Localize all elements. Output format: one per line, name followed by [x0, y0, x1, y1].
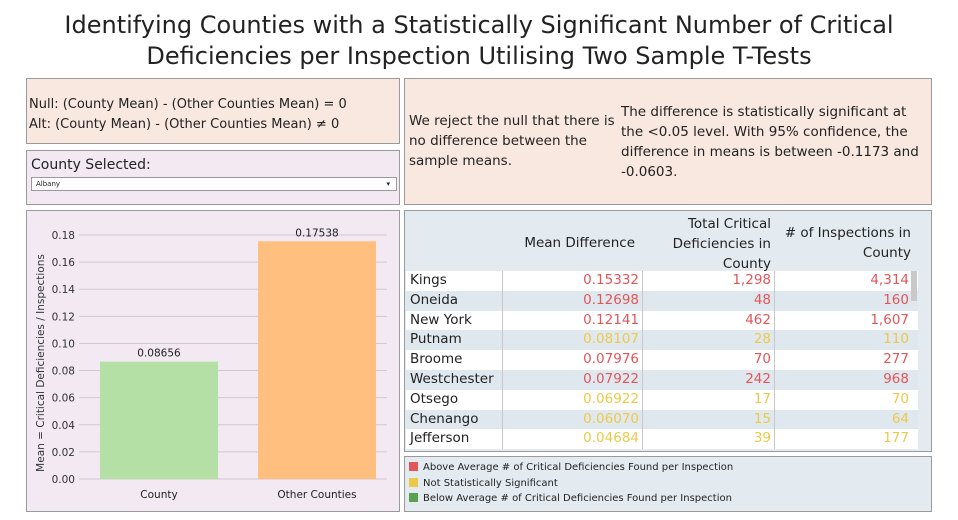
inspections-cell: 70	[891, 390, 909, 407]
y-tick-label: 0.10	[52, 338, 75, 350]
total-critical-cell: 39	[753, 430, 771, 447]
bar-value-label: 0.08656	[137, 348, 181, 360]
y-tick-label: 0.08	[52, 366, 75, 378]
mean-difference-cell: 0.15332	[583, 272, 639, 288]
x-tick-label: County	[140, 489, 177, 501]
county-cell: Broome	[410, 351, 463, 368]
inspections-cell: 110	[883, 331, 909, 348]
mean-comparison-chart: 0.00 0.02 0.04 0.06 0.08 0.10 0.12 0.14 0.16 0.18…	[26, 210, 400, 512]
mean-difference-cell: 0.07976	[583, 351, 639, 368]
table-row: Jefferson 0.04684 39 177	[406, 429, 918, 450]
table-row: Broome 0.07976 70 277	[406, 350, 918, 370]
mean-difference-cell: 0.12141	[583, 311, 639, 328]
column-divider	[502, 271, 503, 449]
result-panel: We reject the null that there is no diff…	[404, 78, 932, 205]
header-total-critical: Total Critical Deficiencies in County	[672, 216, 771, 272]
y-tick-label: 0.18	[52, 230, 75, 242]
county-select[interactable]: Albany ▾	[31, 177, 397, 191]
legend-label-below: Below Average # of Critical Deficiencies…	[423, 493, 732, 504]
inspections-cell: 277	[883, 351, 909, 368]
county-cell: Kings	[410, 272, 447, 288]
total-critical-cell: 17	[753, 390, 771, 407]
inspections-cell: 160	[883, 291, 909, 308]
mean-difference-cell: 0.07922	[583, 370, 639, 387]
county-filter-label: County Selected:	[31, 157, 151, 173]
bar-other-counties	[258, 241, 376, 479]
mean-difference-cell: 0.06922	[583, 390, 639, 407]
title-line-1: Identifying Counties with a Statisticall…	[64, 11, 894, 39]
column-divider	[774, 271, 775, 449]
title-line-2: Deficiencies per Inspection Utilising Tw…	[146, 42, 812, 70]
mean-difference-cell: 0.12698	[583, 291, 639, 308]
inspections-cell: 4,314	[870, 272, 909, 288]
column-divider	[642, 271, 643, 449]
legend-swatch-not-significant	[409, 477, 418, 487]
county-cell: Oneida	[410, 291, 459, 308]
y-tick-label: 0.04	[52, 420, 76, 432]
legend-item-above: Above Average # of Critical Deficiencies…	[409, 460, 931, 476]
y-tick-label: 0.06	[52, 393, 76, 405]
legend-label-above: Above Average # of Critical Deficiencies…	[423, 462, 734, 473]
null-hypothesis: Null: (County Mean) - (Other Counties Me…	[29, 97, 347, 112]
y-tick-label: 0.02	[52, 447, 75, 459]
y-tick-label: 0.16	[52, 257, 76, 269]
hypothesis-panel: Null: (County Mean) - (Other Counties Me…	[26, 78, 400, 144]
inspections-cell: 177	[883, 430, 909, 447]
county-cell: Chenango	[410, 410, 479, 427]
x-tick-label: Other Counties	[277, 489, 356, 501]
county-cell: Westchester	[410, 370, 494, 387]
legend-label-not-significant: Not Statistically Significant	[423, 477, 558, 489]
inspections-cell: 1,607	[870, 311, 909, 328]
mean-difference-cell: 0.06070	[583, 410, 639, 427]
inspections-cell: 968	[883, 370, 909, 387]
header-mean-difference: Mean Difference	[524, 235, 635, 251]
total-critical-cell: 15	[753, 410, 771, 427]
page-title: Identifying Counties with a Statisticall…	[0, 10, 958, 72]
total-critical-cell: 70	[753, 351, 771, 368]
table-row: Oneida 0.12698 48 160	[406, 290, 918, 311]
total-critical-cell: 1,298	[732, 272, 771, 288]
y-tick-label: 0.14	[52, 284, 76, 296]
total-critical-cell: 48	[753, 291, 771, 308]
alt-hypothesis: Alt: (County Mean) - (Other Counties Mea…	[29, 117, 340, 132]
y-tick-label: 0.00	[52, 474, 75, 486]
bar-value-label: 0.17538	[295, 227, 338, 239]
table-row: Putnam 0.08107 28 110	[406, 330, 918, 351]
mean-difference-cell: 0.08107	[583, 331, 639, 348]
county-select-value: Albany	[36, 180, 61, 188]
detail-text: The difference is statistically signific…	[621, 104, 919, 180]
table-row: Kings 0.15332 1,298 4,314	[406, 271, 918, 291]
table-scrollbar[interactable]	[911, 271, 917, 301]
legend-swatch-below	[409, 493, 418, 502]
table-row: Chenango 0.06070 15 64	[406, 409, 918, 430]
mean-difference-cell: 0.04684	[583, 430, 639, 447]
inspections-cell: 64	[891, 410, 909, 427]
table-row: Otsego 0.06922 17 70	[406, 389, 918, 410]
legend-item-below: Below Average # of Critical Deficiencies…	[409, 491, 931, 507]
county-cell: New York	[410, 311, 472, 328]
total-critical-cell: 28	[753, 331, 771, 348]
legend-item-not-significant: Not Statistically Significant	[409, 476, 931, 492]
county-cell: Jefferson	[410, 430, 470, 447]
bar-county	[100, 361, 218, 479]
county-cell: Otsego	[410, 390, 459, 407]
header-inspections: # of Inspections in County	[784, 225, 911, 261]
table-row: New York 0.12141 462 1,607	[406, 310, 918, 331]
y-tick-label: 0.12	[52, 311, 75, 323]
mean-difference-table: Mean Difference Total Critical Deficienc…	[404, 210, 932, 452]
chevron-down-icon[interactable]: ▾	[386, 180, 390, 188]
county-cell: Putnam	[410, 331, 462, 348]
y-axis-label: Mean = Critical Deficiencies / Inspectio…	[35, 254, 47, 472]
county-filter-panel: County Selected: Albany ▾	[26, 150, 400, 205]
total-critical-cell: 462	[745, 311, 771, 328]
table-body: Kings 0.15332 1,298 4,314 Oneida 0.12698 48 160…	[406, 271, 918, 450]
legend-swatch-above	[409, 462, 418, 471]
bar-chart-svg: 0.00 0.02 0.04 0.06 0.08 0.10 0.12 0.14 0.16 0.18…	[35, 227, 387, 501]
color-legend: Above Average # of Critical Deficiencies…	[404, 456, 932, 512]
table-row: Westchester 0.07922 242 968	[406, 369, 918, 390]
total-critical-cell: 242	[745, 370, 771, 387]
conclusion-text: We reject the null that there is no diff…	[409, 113, 615, 169]
